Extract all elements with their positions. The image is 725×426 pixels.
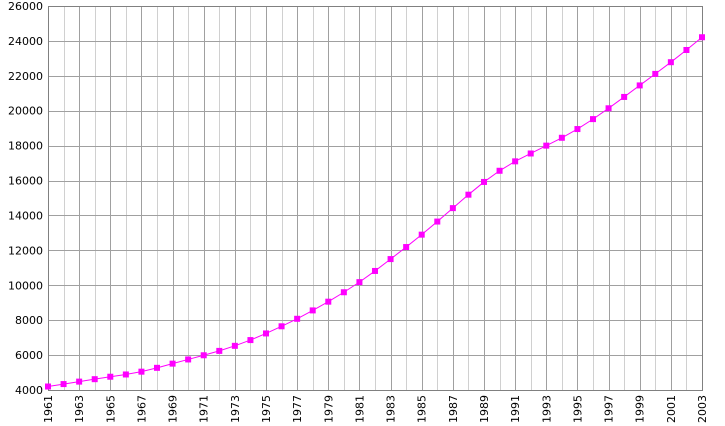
grid bbox=[48, 6, 703, 391]
x-tick-label: 1963 bbox=[73, 395, 86, 423]
x-tick-label: 1993 bbox=[540, 395, 553, 423]
data-point bbox=[356, 279, 363, 286]
y-tick-label: 12000 bbox=[8, 244, 43, 257]
data-point bbox=[699, 34, 705, 41]
data-point bbox=[169, 360, 176, 367]
data-point bbox=[527, 150, 534, 157]
data-point bbox=[138, 368, 145, 375]
data-point bbox=[278, 323, 285, 330]
x-tick-label: 1999 bbox=[634, 395, 647, 423]
data-point bbox=[372, 267, 378, 274]
data-point bbox=[122, 371, 129, 378]
data-point bbox=[449, 205, 456, 212]
x-tick-label: 1991 bbox=[509, 395, 522, 423]
y-tick-label: 14000 bbox=[8, 209, 43, 222]
series-markers bbox=[45, 34, 705, 390]
data-point bbox=[590, 116, 596, 123]
y-tick-label: 18000 bbox=[8, 140, 43, 153]
data-point bbox=[45, 383, 51, 390]
x-tick-label: 1981 bbox=[353, 395, 366, 423]
x-tick-label: 1977 bbox=[291, 395, 304, 423]
data-point bbox=[574, 126, 581, 133]
x-tick-label: 2003 bbox=[696, 395, 709, 423]
data-point bbox=[76, 378, 83, 385]
x-tick-label: 1997 bbox=[603, 395, 616, 423]
x-tick-label: 1975 bbox=[260, 395, 273, 423]
x-tick-label: 1971 bbox=[198, 395, 211, 423]
x-tick-label: 1985 bbox=[416, 395, 429, 423]
x-tick-label: 1987 bbox=[447, 395, 460, 423]
data-point bbox=[621, 93, 628, 100]
data-point bbox=[512, 158, 519, 165]
y-tick-label: 10000 bbox=[8, 279, 43, 292]
data-point bbox=[185, 356, 192, 363]
data-point bbox=[263, 330, 269, 337]
data-point bbox=[496, 167, 503, 174]
x-tick-label: 1969 bbox=[167, 395, 180, 423]
axes: 4000 6000 8000 10000 12000 14000 16000 18000 200… bbox=[8, 0, 709, 423]
data-point bbox=[154, 364, 160, 371]
data-point bbox=[247, 337, 254, 344]
x-tick-label: 1973 bbox=[229, 395, 242, 423]
y-tick-label: 6000 bbox=[15, 349, 43, 362]
y-tick-label: 8000 bbox=[15, 314, 43, 327]
x-tick-label: 1961 bbox=[42, 395, 55, 423]
x-tick-label: 1965 bbox=[104, 395, 117, 423]
x-tick-label: 1979 bbox=[322, 395, 335, 423]
data-point bbox=[667, 59, 674, 66]
data-point bbox=[605, 105, 612, 112]
data-point bbox=[216, 347, 223, 354]
data-point bbox=[294, 315, 301, 322]
x-tick-label: 1995 bbox=[571, 395, 584, 423]
y-tick-label: 16000 bbox=[8, 175, 43, 188]
data-point bbox=[465, 191, 472, 198]
y-tick-label: 26000 bbox=[8, 0, 43, 13]
data-point bbox=[481, 178, 487, 185]
data-point bbox=[387, 256, 394, 263]
data-point bbox=[558, 134, 565, 141]
data-point bbox=[60, 381, 67, 388]
data-point bbox=[325, 298, 332, 305]
x-tick-label: 1989 bbox=[478, 395, 491, 423]
y-tick-label: 24000 bbox=[8, 35, 43, 48]
data-point bbox=[107, 373, 114, 380]
data-point bbox=[683, 46, 690, 53]
y-tick-label: 4000 bbox=[15, 384, 43, 397]
data-point bbox=[652, 70, 659, 77]
data-point bbox=[543, 142, 550, 149]
data-point bbox=[636, 82, 643, 89]
data-point bbox=[231, 342, 238, 349]
y-tick-label: 22000 bbox=[8, 70, 43, 83]
x-tick-label: 1983 bbox=[385, 395, 398, 423]
data-point bbox=[91, 376, 98, 383]
data-point bbox=[403, 244, 410, 251]
plot-frame bbox=[48, 6, 703, 391]
x-tick-label: 2001 bbox=[665, 395, 678, 423]
y-tick-label: 20000 bbox=[8, 105, 43, 118]
data-point bbox=[200, 352, 207, 359]
x-tick-label: 1967 bbox=[135, 395, 148, 423]
data-point bbox=[434, 218, 441, 225]
data-point bbox=[309, 307, 316, 314]
data-point bbox=[418, 231, 425, 238]
data-point bbox=[340, 289, 347, 296]
